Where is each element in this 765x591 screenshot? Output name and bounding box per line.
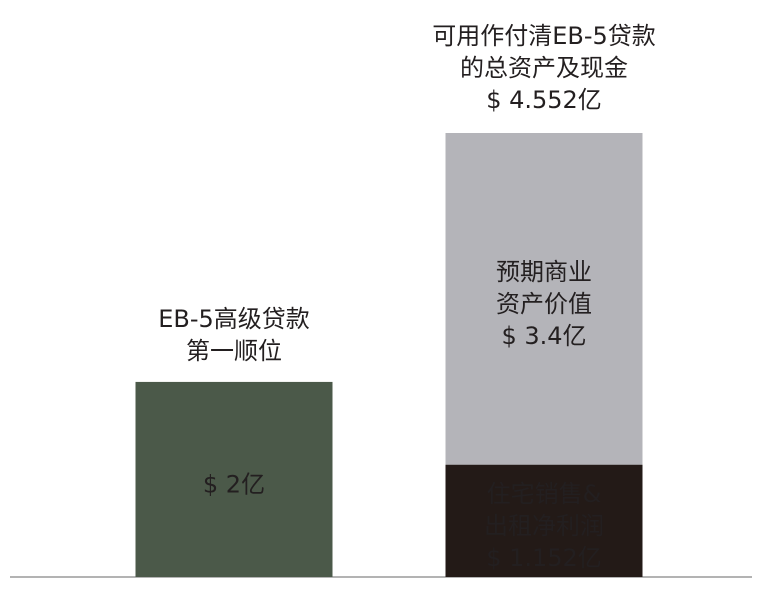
segment-name: 预期商业 (496, 258, 592, 286)
bar-segment (445, 133, 643, 465)
total-label: $ 4.552亿 (486, 86, 602, 114)
category-label: EB-5高级贷款 (158, 305, 310, 333)
category-label: 可用作付清EB-5贷款 (432, 22, 656, 50)
bar-segment (135, 381, 333, 577)
category-label: 的总资产及现金 (460, 54, 628, 82)
value-label: $ 3.4亿 (501, 322, 586, 350)
category-label: 第一顺位 (186, 337, 282, 365)
bar-segment (445, 464, 643, 577)
value-label: $ 2亿 (203, 470, 265, 498)
segment-name: 出租净利润 (484, 512, 604, 540)
segment-name: 资产价值 (496, 290, 592, 318)
value-label: $ 1.152亿 (486, 544, 602, 572)
segment-name: 住宅销售& (487, 480, 602, 508)
